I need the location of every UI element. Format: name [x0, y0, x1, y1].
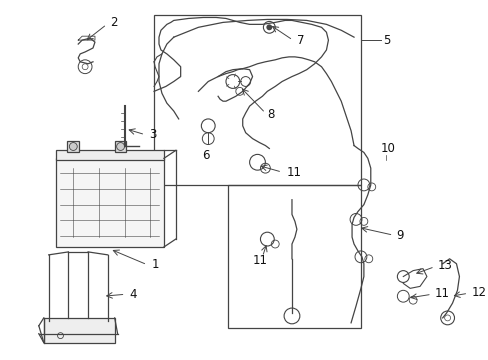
Text: 8: 8: [267, 108, 274, 121]
Bar: [56, 150, 163, 160]
Text: 11: 11: [286, 166, 302, 179]
Text: 6: 6: [202, 149, 210, 162]
Bar: [67, 141, 79, 152]
Text: 3: 3: [149, 128, 156, 141]
Text: 1: 1: [152, 258, 159, 271]
Text: 4: 4: [129, 288, 137, 301]
Text: 2: 2: [109, 16, 117, 29]
Circle shape: [117, 143, 124, 150]
Bar: [114, 141, 126, 152]
Text: 7: 7: [296, 33, 304, 47]
Text: 11: 11: [434, 287, 449, 300]
Bar: [154, 14, 360, 185]
Bar: [43, 318, 114, 342]
Text: 12: 12: [470, 286, 485, 299]
Text: 13: 13: [437, 259, 452, 272]
Text: 10: 10: [380, 142, 395, 155]
Circle shape: [69, 143, 77, 150]
Text: 9: 9: [396, 229, 403, 242]
Bar: [56, 158, 163, 247]
Bar: [227, 185, 360, 328]
Text: 5: 5: [383, 33, 390, 47]
Text: 11: 11: [252, 254, 267, 267]
Circle shape: [266, 24, 272, 30]
